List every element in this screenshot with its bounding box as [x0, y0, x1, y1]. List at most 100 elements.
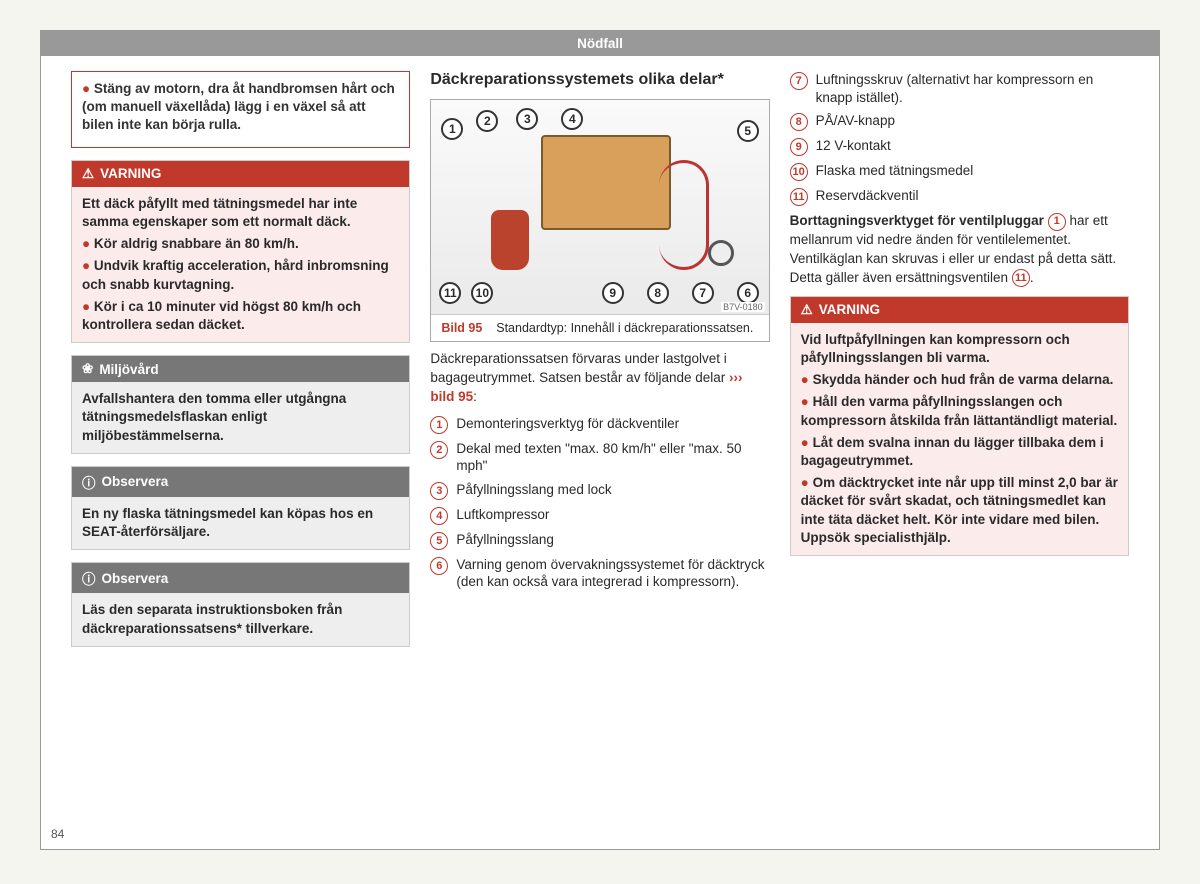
- callout-8: 8: [647, 282, 669, 304]
- list-item: 4 Luftkompressor: [430, 506, 769, 525]
- note-body: Läs den separata instruktionsboken från …: [72, 593, 409, 645]
- compressor-shape: [541, 135, 671, 230]
- warning-intro: Ett däck påfyllt med tätningsmedel har i…: [82, 196, 357, 229]
- env-body: Avfallshantera den tomma eller utgångna …: [72, 382, 409, 453]
- list-item: 9 12 V-kontakt: [790, 137, 1129, 156]
- para-bold: Borttagningsverktyget för ventilpluggar: [790, 213, 1044, 228]
- figure-caption: Bild 95 Standardtyp: Innehåll i däckrepa…: [431, 315, 768, 341]
- parts-list-cont: 7 Luftningsskruv (alternativt har kompres…: [790, 71, 1129, 206]
- callout-4: 4: [561, 108, 583, 130]
- instruction-box: Stäng av motorn, dra åt handbromsen hårt…: [71, 71, 410, 148]
- list-text: Påfyllningsslang: [456, 531, 554, 550]
- warning-bullet: Om däcktrycket inte når upp till minst 2…: [801, 474, 1118, 547]
- gauge-shape: [708, 240, 734, 266]
- list-text: Påfyllningsslang med lock: [456, 481, 611, 500]
- circled-6: 6: [430, 557, 448, 575]
- callout-11: 11: [439, 282, 461, 304]
- list-text: Reservdäckventil: [816, 187, 919, 206]
- figure-box: 1 2 3 4 5 6 7 8 9 10 11 B7V-0180 Bild 95: [430, 99, 769, 342]
- column-right: 7 Luftningsskruv (alternativt har kompres…: [790, 71, 1129, 659]
- list-item: 7 Luftningsskruv (alternativt har kompres…: [790, 71, 1129, 106]
- warning-header: VARNING: [72, 161, 409, 187]
- list-text: Varning genom övervakningssystemet för d…: [456, 556, 769, 591]
- sealant-bottle-shape: [491, 210, 529, 270]
- circled-10: 10: [790, 163, 808, 181]
- figure-illustration: 1 2 3 4 5 6 7 8 9 10 11 B7V-0180: [431, 100, 768, 315]
- circled-8: 8: [790, 113, 808, 131]
- callout-1: 1: [441, 118, 463, 140]
- warning-bullet: Kör aldrig snabbare än 80 km/h.: [82, 235, 399, 253]
- list-item: 5 Påfyllningsslang: [430, 531, 769, 550]
- list-item: 1 Demonteringsverktyg för däckventiler: [430, 415, 769, 434]
- list-item: 11 Reservdäckventil: [790, 187, 1129, 206]
- page-number: 84: [51, 827, 64, 841]
- list-text: Dekal med texten "max. 80 km/h" eller "m…: [456, 440, 769, 475]
- tool-paragraph: Borttagningsverktyget för ventilpluggar …: [790, 212, 1129, 288]
- list-text: Luftkompressor: [456, 506, 549, 525]
- hose-shape: [659, 160, 709, 270]
- circled-2: 2: [430, 441, 448, 459]
- note-header: Observera: [72, 563, 409, 593]
- callout-7: 7: [692, 282, 714, 304]
- warning-bullet: Håll den varma påfyllningsslangen och ko…: [801, 393, 1118, 429]
- list-item: 8PÅ/AV-knapp: [790, 112, 1129, 131]
- figure-credit: B7V-0180: [721, 302, 765, 312]
- list-text: Flaska med tätningsmedel: [816, 162, 974, 181]
- warning-title: VARNING: [819, 302, 880, 317]
- note-header: Observera: [72, 467, 409, 497]
- circled-3: 3: [430, 482, 448, 500]
- info-icon: [82, 568, 96, 588]
- circled-9: 9: [790, 138, 808, 156]
- environment-box: Miljövård Avfallshantera den tomma eller…: [71, 355, 410, 454]
- info-icon: [82, 472, 96, 492]
- column-middle: Däckreparationssystemets olika delar* 1 …: [430, 71, 769, 659]
- warning-bullet: Skydda händer och hud från de varma dela…: [801, 371, 1118, 389]
- list-text: Luftningsskruv (alternativt har kompress…: [816, 71, 1129, 106]
- warning-bullet: Undvik kraftig acceleration, hård inbrom…: [82, 257, 399, 293]
- circled-1: 1: [430, 416, 448, 434]
- note-title: Observera: [102, 571, 169, 586]
- warning-header: VARNING: [791, 297, 1128, 323]
- note-body: En ny flaska tätningsmedel kan köpas hos…: [72, 497, 409, 549]
- warning-icon: [801, 302, 813, 318]
- warning-body: Ett däck påfyllt med tätningsmedel har i…: [72, 187, 409, 343]
- callout-2: 2: [476, 110, 498, 132]
- warning-bullet: Kör i ca 10 minuter vid högst 80 km/h oc…: [82, 298, 399, 334]
- figure-label: Bild 95: [441, 321, 482, 335]
- instruction-bullet: Stäng av motorn, dra åt handbromsen hårt…: [82, 80, 399, 135]
- list-item: 6 Varning genom övervakningssystemet för …: [430, 556, 769, 591]
- list-item: 3 Påfyllningsslang med lock: [430, 481, 769, 500]
- callout-3: 3: [516, 108, 538, 130]
- list-item: 10 Flaska med tätningsmedel: [790, 162, 1129, 181]
- column-left: Stäng av motorn, dra åt handbromsen hårt…: [71, 71, 410, 659]
- circled-11: 11: [790, 188, 808, 206]
- inline-circled-11: 11: [1012, 269, 1030, 287]
- callout-10: 10: [471, 282, 493, 304]
- note-box-2: Observera Läs den separata instruktionsb…: [71, 562, 410, 646]
- list-text: 12 V-kontakt: [816, 137, 891, 156]
- circled-4: 4: [430, 507, 448, 525]
- intro-paragraph: Däckreparationssatsen förvaras under las…: [430, 350, 769, 407]
- callout-6: 6: [737, 282, 759, 304]
- warning-intro: Vid luftpåfyllningen kan kompressorn och…: [801, 332, 1070, 365]
- callout-9: 9: [602, 282, 624, 304]
- env-header: Miljövård: [72, 356, 409, 382]
- warning-icon: [82, 166, 94, 182]
- parts-list: 1 Demonteringsverktyg för däckventiler 2D…: [430, 415, 769, 591]
- warning-bullet: Låt dem svalna innan du lägger tillbaka …: [801, 434, 1118, 470]
- warning-title: VARNING: [100, 166, 161, 181]
- callout-5: 5: [737, 120, 759, 142]
- circled-5: 5: [430, 532, 448, 550]
- intro-text: Däckreparationssatsen förvaras under las…: [430, 351, 726, 385]
- inline-circled-1: 1: [1048, 213, 1066, 231]
- section-heading: Däckreparationssystemets olika delar*: [430, 71, 769, 89]
- column-layout: Stäng av motorn, dra åt handbromsen hårt…: [71, 71, 1129, 659]
- warning-box-1: VARNING Ett däck påfyllt med tätningsmed…: [71, 160, 410, 344]
- list-item: 2 Dekal med texten "max. 80 km/h" eller "…: [430, 440, 769, 475]
- circled-7: 7: [790, 72, 808, 90]
- note-box-1: Observera En ny flaska tätningsmedel kan…: [71, 466, 410, 550]
- list-text: Demonteringsverktyg för däckventiler: [456, 415, 679, 434]
- warning-body: Vid luftpåfyllningen kan kompressorn och…: [791, 323, 1128, 555]
- manual-page: Nödfall Stäng av motorn, dra åt handbrom…: [40, 30, 1160, 850]
- warning-box-2: VARNING Vid luftpåfyllningen kan kompres…: [790, 296, 1129, 556]
